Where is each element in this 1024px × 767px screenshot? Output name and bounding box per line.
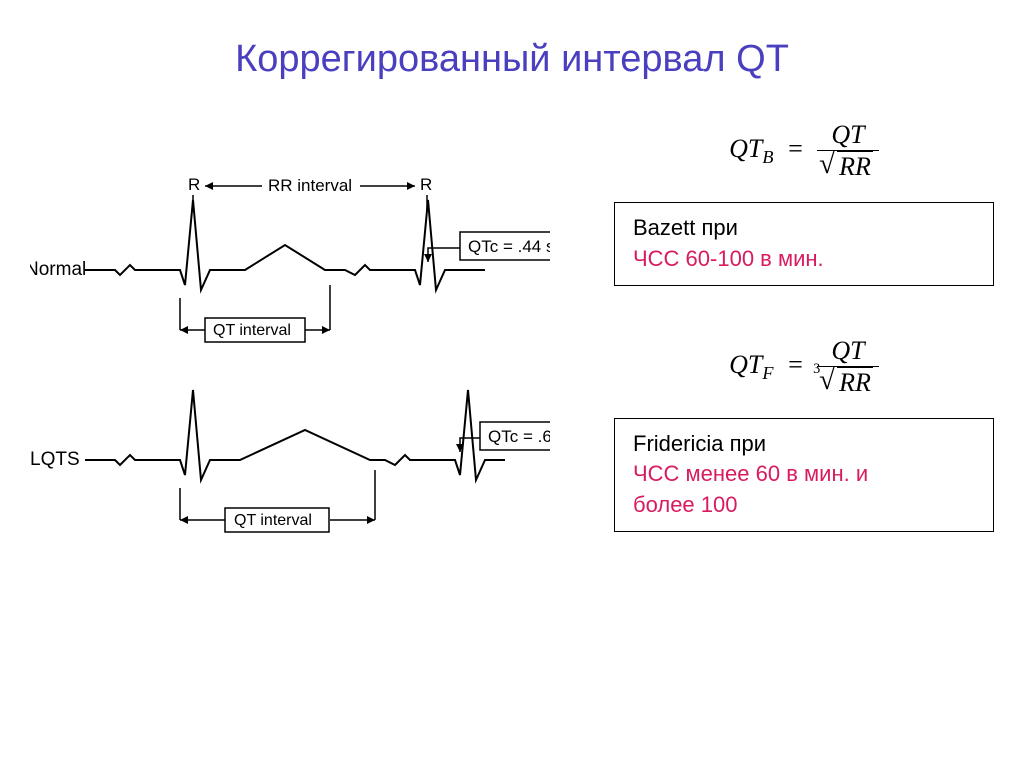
- qt-interval-normal: QT interval: [180, 285, 330, 342]
- normal-waveform: [85, 200, 485, 290]
- fridericia-line2: ЧСС менее 60 в мин. и: [633, 459, 975, 490]
- qtc-box-normal: QTc = .44 sec.: [424, 232, 550, 262]
- rr-interval-marker: R R RR interval: [188, 175, 432, 210]
- fridericia-formula: QTF = QT 3RR: [614, 336, 994, 398]
- svg-text:R: R: [420, 175, 432, 194]
- formula-column: QTB = QT RR Bazett при ЧСС 60-100 в мин.…: [614, 120, 994, 582]
- svg-text:QT interval: QT interval: [213, 322, 291, 339]
- page-title: Коррегированный интервал QT: [0, 0, 1024, 81]
- ecg-svg: Normal R R RR interval QT interval: [30, 170, 550, 570]
- bazett-line1: Bazett при: [633, 213, 975, 244]
- qtc-box-lqts: QTc = .63 sec.: [456, 422, 550, 452]
- lqts-waveform: [85, 390, 505, 480]
- svg-text:QTc = .63 sec.: QTc = .63 sec.: [488, 427, 550, 446]
- fridericia-line1: Fridericia при: [633, 429, 975, 460]
- lqts-label: LQTS: [30, 449, 80, 470]
- bazett-info-box: Bazett при ЧСС 60-100 в мин.: [614, 202, 994, 286]
- svg-text:RR interval: RR interval: [268, 176, 352, 195]
- svg-text:R: R: [188, 175, 200, 194]
- fridericia-line3: более 100: [633, 490, 975, 521]
- normal-label: Normal: [30, 259, 86, 280]
- fridericia-info-box: Fridericia при ЧСС менее 60 в мин. и бол…: [614, 418, 994, 532]
- svg-text:QT interval: QT interval: [234, 512, 312, 529]
- bazett-line2: ЧСС 60-100 в мин.: [633, 244, 975, 275]
- svg-text:QTc = .44 sec.: QTc = .44 sec.: [468, 237, 550, 256]
- bazett-formula: QTB = QT RR: [614, 120, 994, 182]
- qt-interval-lqts: QT interval: [180, 470, 375, 532]
- ecg-diagram: Normal R R RR interval QT interval: [30, 170, 550, 570]
